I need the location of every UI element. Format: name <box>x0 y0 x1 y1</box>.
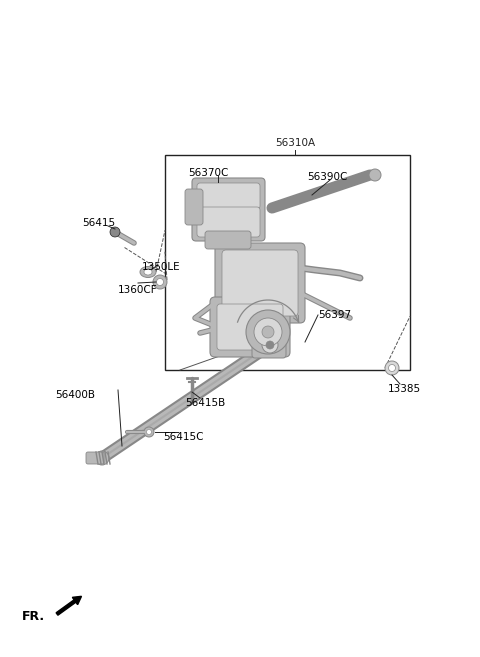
FancyBboxPatch shape <box>210 297 290 357</box>
Circle shape <box>144 427 154 437</box>
FancyBboxPatch shape <box>197 183 260 209</box>
Circle shape <box>156 279 164 286</box>
Text: 13385: 13385 <box>388 384 421 394</box>
Text: 56415C: 56415C <box>163 432 204 442</box>
Circle shape <box>246 310 290 354</box>
Circle shape <box>385 361 399 375</box>
FancyBboxPatch shape <box>192 178 265 241</box>
Circle shape <box>262 337 278 353</box>
Circle shape <box>266 341 274 349</box>
Circle shape <box>254 318 282 346</box>
Text: 56390C: 56390C <box>307 172 348 182</box>
Circle shape <box>369 169 381 181</box>
FancyBboxPatch shape <box>205 231 251 249</box>
Text: 1360CF: 1360CF <box>118 285 157 295</box>
FancyBboxPatch shape <box>185 189 203 225</box>
Text: 56397: 56397 <box>318 310 351 320</box>
Text: 56370C: 56370C <box>188 168 228 178</box>
Text: FR.: FR. <box>22 610 45 623</box>
Text: 56415: 56415 <box>82 218 115 228</box>
FancyBboxPatch shape <box>215 243 305 323</box>
Text: 1350LE: 1350LE <box>142 262 180 272</box>
Text: 56400B: 56400B <box>55 390 95 400</box>
Circle shape <box>153 275 167 289</box>
FancyBboxPatch shape <box>197 207 260 237</box>
Ellipse shape <box>144 269 152 275</box>
Circle shape <box>146 430 152 434</box>
Text: 56310A: 56310A <box>275 138 315 148</box>
FancyArrow shape <box>56 597 82 615</box>
Circle shape <box>95 451 109 465</box>
Circle shape <box>110 227 120 237</box>
Circle shape <box>388 365 396 371</box>
Text: 56415B: 56415B <box>185 398 225 408</box>
Bar <box>165 155 410 370</box>
FancyBboxPatch shape <box>222 250 298 316</box>
FancyBboxPatch shape <box>217 304 283 350</box>
FancyBboxPatch shape <box>86 452 104 464</box>
FancyBboxPatch shape <box>252 332 286 358</box>
Ellipse shape <box>140 267 156 277</box>
Circle shape <box>262 326 274 338</box>
